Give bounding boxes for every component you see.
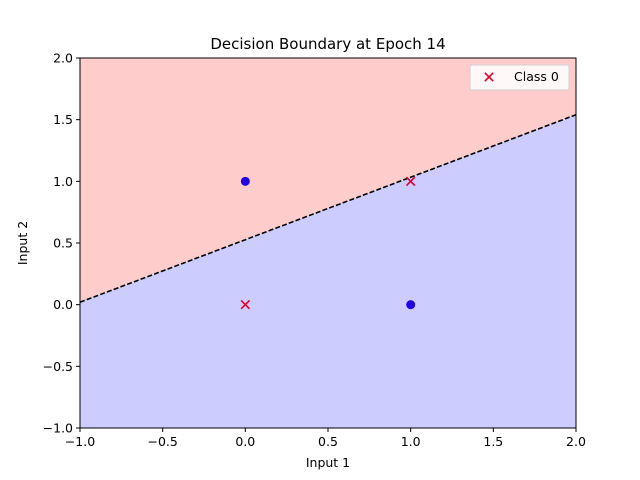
- legend: Class 0: [469, 64, 570, 91]
- legend-label-class-0: Class 0: [514, 69, 559, 84]
- y-tick-label: 1.0: [53, 174, 73, 189]
- class-0-x-point: [240, 299, 251, 310]
- x-mark-stroke-b: [240, 299, 251, 310]
- y-tick-label: 1.5: [53, 112, 73, 127]
- x-tick-label: 0.0: [235, 434, 255, 449]
- x-tick-label: 1.5: [483, 434, 503, 449]
- decision-boundary-line: [80, 113, 576, 303]
- legend-x-marker: [484, 72, 494, 82]
- x-axis-label: Input 1: [306, 455, 350, 470]
- x-tick-label: 2.0: [566, 434, 586, 449]
- y-axis-label: Input 2: [15, 221, 30, 265]
- x-tick-label: 0.5: [318, 434, 338, 449]
- y-tick-label: 0.5: [53, 236, 73, 251]
- y-tick-label: −0.5: [43, 359, 73, 374]
- x-tick-label: −1.0: [65, 434, 95, 449]
- x-mark-stroke-b: [405, 176, 416, 187]
- x-tick-label: −0.5: [147, 434, 177, 449]
- circle-point: [240, 176, 250, 186]
- chart-title: Decision Boundary at Epoch 14: [210, 35, 445, 53]
- y-tick-label: −1.0: [43, 421, 73, 436]
- class-region-below: [80, 114, 576, 428]
- x-tick-label: 1.0: [401, 434, 421, 449]
- circle-point: [406, 300, 416, 310]
- class-0-x-point: [405, 176, 416, 187]
- y-tick-label: 2.0: [53, 51, 73, 66]
- class-region-above: [80, 58, 576, 303]
- legend-x-stroke-b: [484, 72, 494, 82]
- y-tick-label: 0.0: [53, 297, 73, 312]
- legend-box: [469, 64, 570, 91]
